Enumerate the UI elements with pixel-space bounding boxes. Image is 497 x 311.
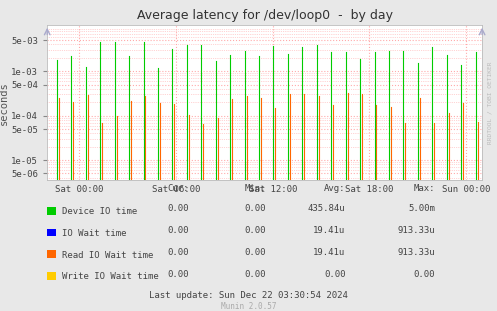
Text: 19.41u: 19.41u	[313, 226, 345, 235]
Text: 0.00: 0.00	[245, 226, 266, 235]
Text: Write IO Wait time: Write IO Wait time	[62, 272, 159, 281]
Text: Min:: Min:	[245, 184, 266, 193]
Y-axis label: seconds: seconds	[0, 81, 8, 124]
Title: Average latency for /dev/loop0  -  by day: Average latency for /dev/loop0 - by day	[137, 9, 393, 22]
Text: 0.00: 0.00	[245, 270, 266, 279]
Text: 0.00: 0.00	[167, 226, 189, 235]
Text: 19.41u: 19.41u	[313, 248, 345, 257]
Text: IO Wait time: IO Wait time	[62, 229, 127, 238]
Text: 0.00: 0.00	[167, 204, 189, 213]
Text: RRDTOOL / TOBI OETIKER: RRDTOOL / TOBI OETIKER	[487, 61, 492, 144]
Text: 435.84u: 435.84u	[308, 204, 345, 213]
Text: 0.00: 0.00	[324, 270, 345, 279]
Text: 5.00m: 5.00m	[408, 204, 435, 213]
Text: Avg:: Avg:	[324, 184, 345, 193]
Text: 0.00: 0.00	[414, 270, 435, 279]
Text: 913.33u: 913.33u	[397, 226, 435, 235]
Text: Munin 2.0.57: Munin 2.0.57	[221, 302, 276, 311]
Text: 0.00: 0.00	[167, 270, 189, 279]
Text: Device IO time: Device IO time	[62, 207, 137, 216]
Text: 0.00: 0.00	[167, 248, 189, 257]
Text: 913.33u: 913.33u	[397, 248, 435, 257]
Text: Cur:: Cur:	[167, 184, 189, 193]
Text: 0.00: 0.00	[245, 204, 266, 213]
Text: Read IO Wait time: Read IO Wait time	[62, 251, 154, 259]
Text: 0.00: 0.00	[245, 248, 266, 257]
Text: Last update: Sun Dec 22 03:30:54 2024: Last update: Sun Dec 22 03:30:54 2024	[149, 291, 348, 300]
Text: Max:: Max:	[414, 184, 435, 193]
